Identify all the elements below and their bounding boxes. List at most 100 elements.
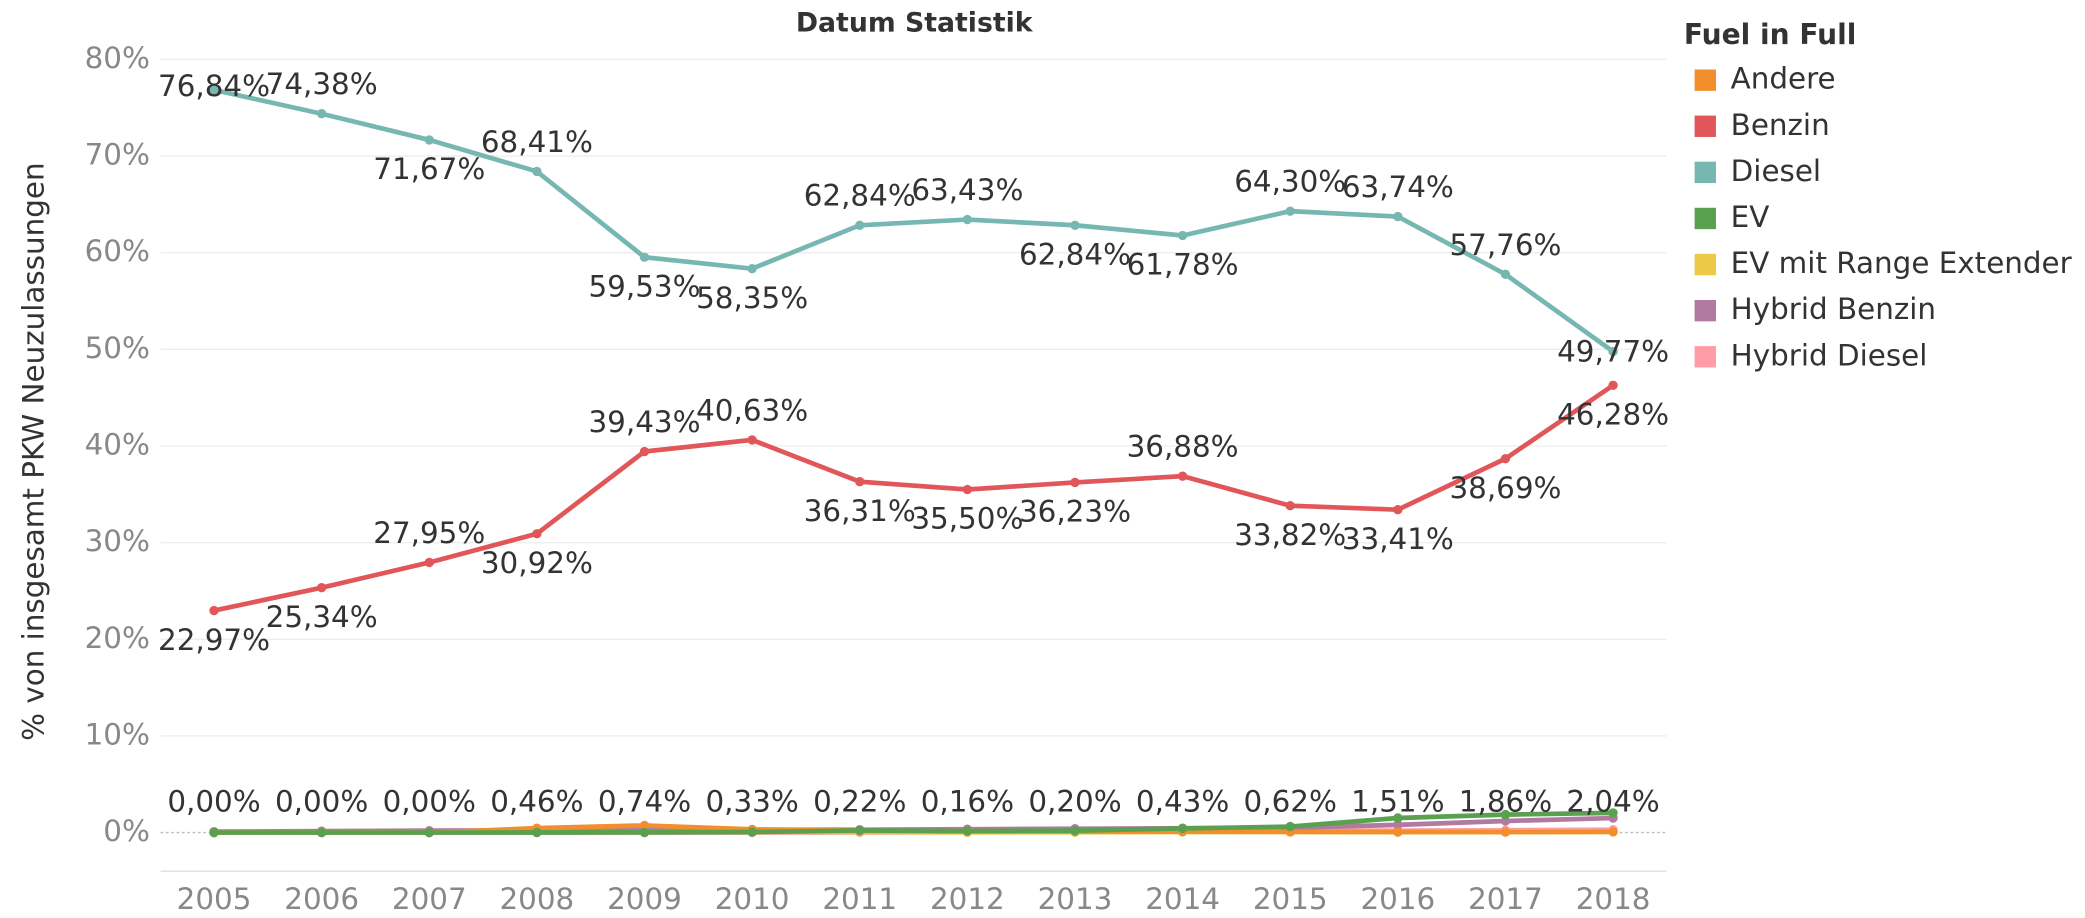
x-tick-label: 2013: [1038, 882, 1113, 914]
line-series: [213, 87, 1615, 354]
line-series: [213, 383, 1615, 613]
legend-swatch: [1694, 161, 1716, 184]
data-label: 0,00%: [275, 785, 368, 819]
legend-swatch: [1694, 207, 1716, 230]
point: [424, 135, 434, 145]
point: [1177, 823, 1188, 834]
point: [1393, 813, 1403, 823]
data-label: 25,34%: [266, 600, 378, 634]
point: [1500, 269, 1511, 280]
legend-swatch: [1694, 346, 1716, 368]
point: [639, 827, 650, 838]
point: [639, 820, 650, 831]
data-label: 58,35%: [696, 281, 808, 315]
point: [855, 476, 865, 487]
point: [1285, 501, 1295, 511]
data-label: 22,97%: [158, 623, 270, 657]
y-tick-label: 30%: [85, 524, 150, 558]
data-label: 76,84%: [158, 69, 270, 103]
legend-title: Fuel in Full: [1684, 18, 1856, 51]
chart-title: Datum Statistik: [796, 8, 1034, 39]
data-label: 63,74%: [1342, 170, 1454, 204]
y-tick-label: 40%: [85, 427, 150, 461]
x-tick-label: 2018: [1576, 882, 1651, 914]
y-tick-label: 20%: [85, 621, 150, 655]
legend-label: Hybrid Benzin: [1731, 292, 1936, 326]
point: [1393, 211, 1403, 222]
point: [1608, 346, 1618, 357]
data-label: 0,00%: [167, 785, 260, 819]
data-label: 39,43%: [588, 405, 700, 439]
point: [855, 825, 865, 836]
data-label: 27,95%: [373, 516, 485, 550]
point: [1608, 380, 1618, 390]
point: [1177, 230, 1188, 241]
point: [209, 827, 219, 838]
legend-swatch: [1694, 299, 1716, 322]
point: [639, 252, 650, 262]
y-tick-label: 0%: [103, 814, 150, 848]
line-series: [214, 810, 1614, 835]
point: [532, 166, 542, 177]
data-label: 0,74%: [598, 785, 691, 819]
data-label: 62,84%: [1019, 237, 1131, 271]
legend-label: EV mit Range Extender: [1731, 246, 2073, 280]
data-label: 0,00%: [383, 785, 476, 819]
point: [209, 605, 219, 616]
point: [1285, 206, 1295, 216]
data-label: 0,46%: [490, 785, 583, 819]
legend-label: Benzin: [1731, 108, 1830, 142]
x-tick-label: 2010: [715, 882, 790, 914]
data-label: 71,67%: [373, 152, 485, 186]
y-tick-label: 10%: [85, 717, 150, 751]
data-label: 33,41%: [1342, 522, 1454, 556]
x-tick-label: 2009: [607, 882, 682, 914]
point: [424, 827, 434, 838]
point: [1500, 827, 1511, 837]
x-tick-label: 2017: [1468, 882, 1543, 914]
x-tick-label: 2016: [1360, 882, 1435, 914]
x-tick-label: 2005: [177, 882, 252, 914]
point: [1393, 827, 1403, 837]
point: [532, 827, 542, 838]
legend-label: Hybrid Diesel: [1731, 338, 1928, 372]
data-label: 36,88%: [1127, 430, 1239, 464]
data-label: 68,41%: [481, 125, 593, 159]
data-label: 63,43%: [911, 173, 1023, 207]
legend-label: Andere: [1731, 62, 1836, 96]
x-tick-label: 2012: [930, 882, 1005, 914]
point: [639, 446, 650, 457]
legend-swatch: [1694, 69, 1716, 91]
legend-label: EV: [1731, 200, 1770, 234]
data-label: 0,22%: [813, 785, 906, 819]
data-label: 62,84%: [804, 179, 916, 213]
data-label: 36,23%: [1019, 495, 1131, 529]
data-label: 64,30%: [1234, 165, 1346, 199]
point: [424, 557, 434, 568]
point: [1393, 505, 1403, 515]
point: [316, 583, 327, 593]
data-label: 46,28%: [1557, 398, 1669, 432]
data-label: 30,92%: [481, 546, 593, 580]
data-label: 40,63%: [696, 393, 808, 427]
point: [209, 85, 219, 95]
y-tick-label: 60%: [85, 234, 150, 268]
data-label: 33,82%: [1234, 518, 1346, 552]
point: [962, 826, 973, 836]
data-label: 74,38%: [266, 67, 378, 101]
data-label: 0,62%: [1244, 785, 1337, 819]
data-label: 0,16%: [921, 785, 1014, 819]
y-tick-label: 70%: [85, 138, 150, 172]
x-tick-label: 2007: [392, 882, 467, 914]
data-label: 0,33%: [705, 785, 798, 819]
point: [1070, 220, 1080, 230]
data-label: 2,04%: [1566, 785, 1659, 819]
x-tick-label: 2015: [1253, 882, 1328, 914]
data-label: 1,51%: [1351, 785, 1444, 819]
x-tick-label: 2008: [499, 882, 574, 914]
point: [1500, 453, 1511, 464]
point: [1285, 821, 1295, 832]
data-label: 0,43%: [1136, 785, 1229, 819]
point: [1393, 820, 1403, 830]
